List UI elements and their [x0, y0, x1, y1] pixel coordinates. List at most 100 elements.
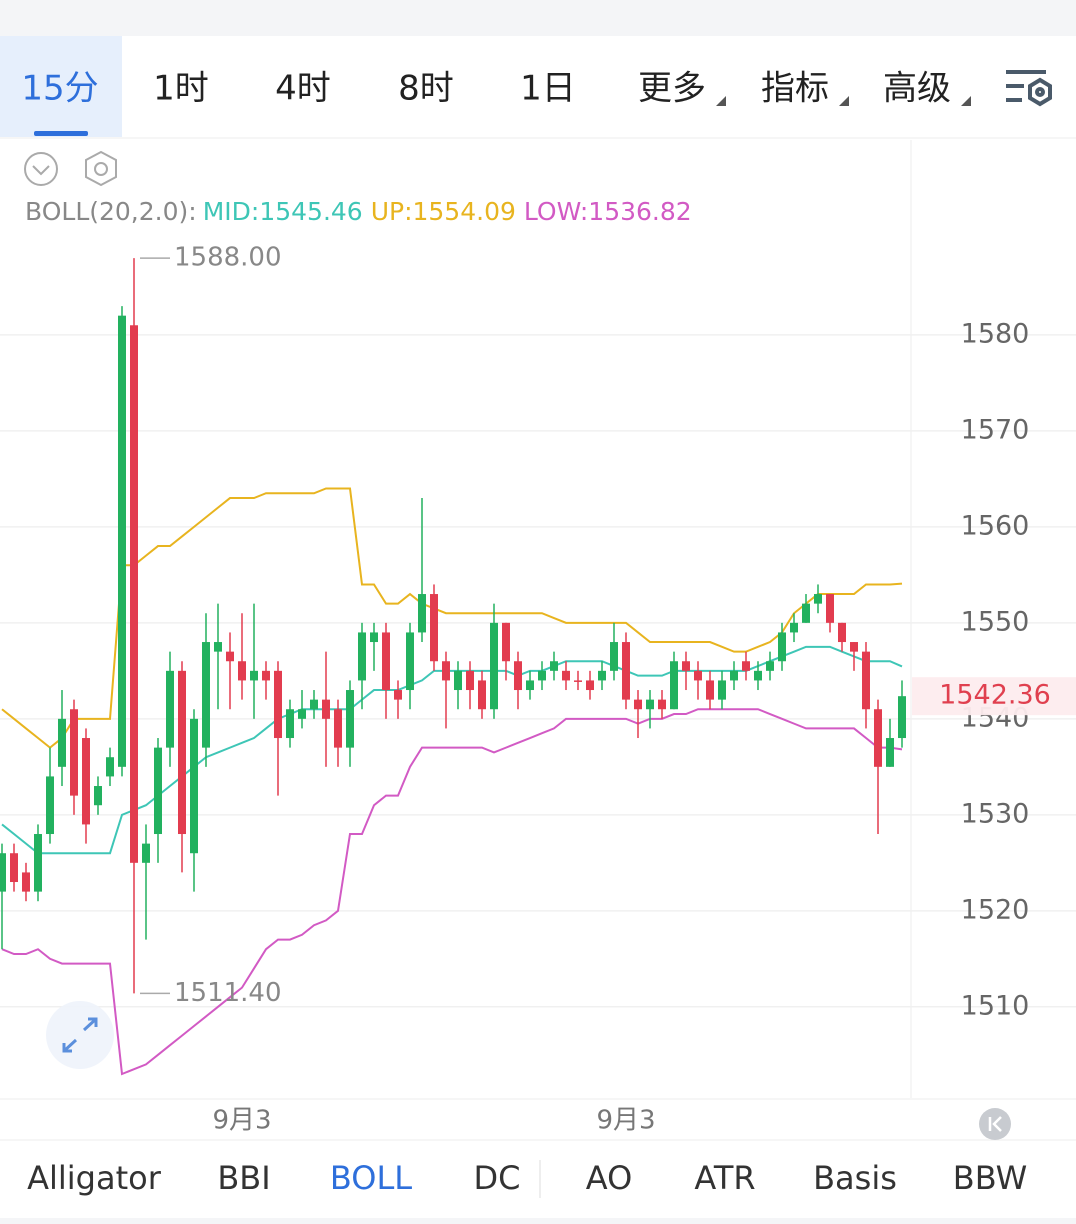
candle-body — [130, 325, 138, 863]
candle-body — [298, 709, 306, 719]
indicator-tab[interactable]: BBI — [217, 1159, 270, 1197]
timeframe-tab[interactable]: 1日 — [520, 69, 576, 109]
legend-entry: UP:1554.09 — [371, 197, 516, 226]
timeframe-tab[interactable]: 指标 — [761, 69, 829, 109]
candle-body — [718, 680, 726, 700]
plot: 151015201530154015501560157015801588.001… — [0, 243, 1076, 1076]
bottom-strip — [0, 1218, 1076, 1224]
timeframe-tab[interactable]: 15分 — [21, 69, 98, 109]
candle-body — [886, 738, 894, 767]
candle-body — [466, 670, 474, 691]
indicator-tab[interactable]: Alligator — [27, 1159, 162, 1197]
candle-body — [226, 651, 234, 662]
extreme-label: 1588.00 — [174, 243, 282, 273]
timeframe-tab[interactable]: 高级 — [883, 69, 951, 109]
candle-body — [478, 680, 486, 710]
candle-body — [334, 709, 342, 748]
candle-body — [238, 661, 246, 681]
indicator-tab[interactable]: Basis — [813, 1159, 897, 1197]
y-tick-label: 1510 — [961, 990, 1030, 1021]
gear-icon[interactable] — [85, 150, 117, 187]
candle-body — [694, 670, 702, 681]
candle-body — [406, 632, 414, 691]
candle-body — [766, 661, 774, 671]
candle-body — [646, 699, 654, 710]
candle-body — [58, 718, 66, 767]
candle-body — [490, 622, 498, 710]
band-line — [1, 645, 903, 855]
band-line — [1, 708, 903, 1076]
candle-body — [538, 670, 546, 681]
candle-body — [34, 834, 42, 892]
indicator-tab[interactable]: BBW — [953, 1159, 1027, 1197]
candle-body — [118, 315, 126, 767]
candle-body — [826, 594, 834, 623]
candle-body — [610, 642, 618, 671]
indicator-tab[interactable]: ATR — [694, 1159, 755, 1197]
legend-entry: MID:1545.46 — [203, 197, 363, 226]
candle-body — [598, 670, 606, 681]
candle-body — [166, 670, 174, 748]
timeframe-tab[interactable]: 4时 — [275, 69, 331, 109]
candle-body — [22, 872, 30, 892]
candle-body — [106, 757, 114, 777]
candle-body — [898, 696, 906, 739]
timeframe-tab[interactable]: 更多 — [638, 69, 706, 109]
collapse-icon[interactable] — [24, 152, 58, 186]
candle-body — [586, 680, 594, 691]
candle-body — [562, 670, 570, 681]
candle-body — [514, 661, 522, 691]
timeframe-tab[interactable]: 8时 — [398, 69, 454, 109]
x-tick-label: 9月3 — [212, 1106, 271, 1136]
candle-body — [46, 776, 54, 835]
candle-body — [778, 632, 786, 662]
y-tick-label: 1570 — [961, 414, 1030, 445]
candle-body — [838, 622, 846, 643]
status-strip — [0, 0, 1076, 36]
legend-entry: LOW:1536.82 — [524, 197, 692, 226]
candle-body — [382, 632, 390, 691]
candle-body — [670, 661, 678, 710]
candle-body — [178, 670, 186, 835]
candle-body — [370, 632, 378, 643]
settings-icon[interactable] — [1006, 70, 1052, 107]
indicator-label: BOLL(20,2.0): — [25, 197, 197, 226]
candle-body — [250, 670, 258, 681]
candle-body — [574, 680, 582, 682]
y-tick-label: 1520 — [961, 894, 1030, 925]
candle-body — [82, 738, 90, 825]
candle-body — [454, 670, 462, 691]
active-tab-bg — [0, 36, 122, 137]
candle-body — [286, 709, 294, 739]
candle-body — [358, 632, 366, 681]
x-tick-label: 9月3 — [596, 1106, 655, 1136]
tab-arrows — [716, 96, 971, 106]
candle-body — [274, 670, 282, 739]
candle-body — [262, 670, 270, 681]
candle-body — [550, 661, 558, 671]
indicator-tab[interactable]: DC — [474, 1159, 521, 1197]
candle-body — [658, 699, 666, 710]
candle-body — [346, 690, 354, 748]
active-tab-underline — [34, 131, 88, 136]
candle-body — [430, 594, 438, 662]
timeframe-tab[interactable]: 1时 — [153, 69, 209, 109]
candle-body — [142, 843, 150, 863]
candle-body — [622, 642, 630, 700]
candle-body — [202, 642, 210, 748]
candle-body — [214, 642, 222, 652]
candle-body — [742, 661, 750, 671]
price-tag — [912, 677, 1076, 716]
candle-body — [502, 622, 510, 662]
candle-body — [706, 680, 714, 700]
candle-body — [0, 853, 6, 892]
indicator-tab[interactable]: BOLL — [330, 1159, 412, 1197]
expand-button[interactable] — [46, 1001, 114, 1069]
candle-body — [874, 709, 882, 767]
back-to-latest[interactable] — [979, 1108, 1011, 1140]
candle-body — [526, 680, 534, 691]
y-tick-label: 1530 — [961, 798, 1030, 829]
candle-body — [94, 786, 102, 806]
indicator-tab[interactable]: AO — [586, 1159, 633, 1197]
